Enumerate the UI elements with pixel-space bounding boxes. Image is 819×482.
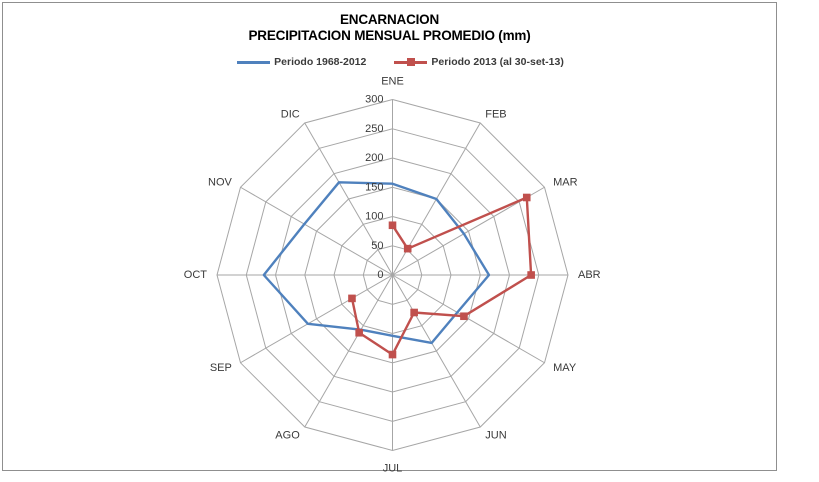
series-line-periodo-1968-2012: [262, 181, 491, 345]
data-point-marker: [410, 308, 418, 317]
data-point-marker: [527, 271, 535, 279]
legend-line-swatch-blue: [237, 58, 271, 66]
chart-title-line1: ENCARNACION: [339, 12, 440, 27]
legend-item-periodo-2013: Periodo 2013 (al 30-set-13): [394, 56, 564, 68]
legend-item-periodo-1968-2012: Periodo 1968-2012: [237, 56, 366, 68]
radial-tick-label: 50: [371, 240, 383, 252]
data-point-marker: [388, 350, 397, 359]
month-axis-label-ene: ENE: [381, 76, 404, 88]
radar-chart-plot-area: 0 50 100 150 200 250 300 ENE FEB MAR ABR MAY JUN JUL A…: [184, 76, 601, 475]
month-axis-label-jul: JUL: [383, 463, 403, 475]
month-axis-label-abr: ABR: [578, 269, 601, 281]
month-axis-label-may: MAY: [553, 362, 577, 374]
month-axis-label-mar: MAR: [553, 176, 578, 188]
radar-grid-ring: [362, 245, 423, 305]
month-axis-label-sep: SEP: [210, 362, 232, 374]
chart-title: ENCARNACION PRECIPITACION MENSUAL PROMED…: [3, 12, 776, 44]
data-point-marker: [355, 328, 363, 337]
data-point-marker: [460, 312, 468, 321]
month-axis-label-dic: DIC: [281, 108, 300, 120]
data-point-marker: [348, 294, 356, 303]
legend-label: Periodo 1968-2012: [274, 56, 367, 68]
radial-tick-label: 150: [365, 181, 383, 193]
radar-grid-ring: [216, 98, 569, 452]
month-axis-label-jun: JUN: [485, 430, 506, 442]
radar-grid-ring: [304, 186, 481, 364]
radial-tick-label: 0: [377, 269, 383, 281]
month-axis-label-oct: OCT: [184, 269, 208, 281]
month-axis-label-ago: AGO: [275, 430, 300, 442]
radial-tick-label: 200: [365, 152, 383, 164]
radial-tick-label: 250: [365, 123, 383, 135]
data-point-marker: [522, 193, 531, 202]
radar-grid-ring: [274, 157, 511, 393]
legend-line-square-swatch-red: [394, 58, 428, 66]
data-point-marker: [388, 221, 397, 230]
month-axis-label-nov: NOV: [208, 176, 233, 188]
legend-label: Periodo 2013 (al 30-set-13): [431, 56, 564, 68]
chart-title-line2: PRECIPITACION MENSUAL PROMEDIO (mm): [248, 28, 531, 43]
chart-legend: Periodo 1968-2012 Periodo 2013 (al 30-se…: [3, 56, 776, 68]
chart-frame: ENCARNACION PRECIPITACION MENSUAL PROMED…: [2, 2, 777, 475]
radial-tick-label: 300: [365, 94, 383, 106]
data-point-marker: [403, 244, 412, 253]
radar-grid-ring: [333, 215, 452, 335]
month-axis-label-feb: FEB: [485, 108, 506, 120]
radial-tick-label: 100: [365, 211, 383, 223]
